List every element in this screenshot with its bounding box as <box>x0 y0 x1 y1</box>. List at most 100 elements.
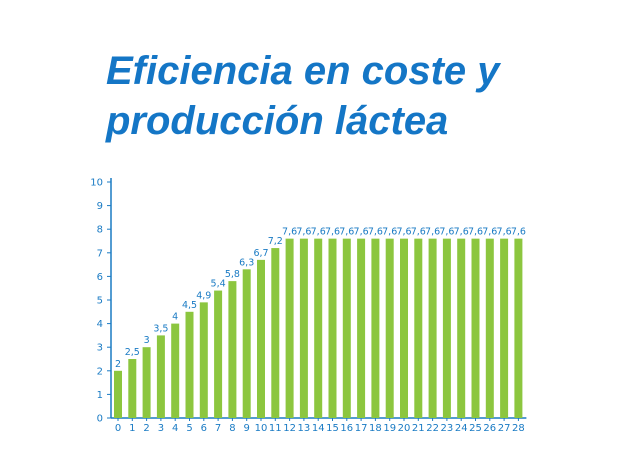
x-tick-label-6: 6 <box>201 423 207 434</box>
data-label-20: 7,6 <box>396 227 411 238</box>
data-label-25: 7,6 <box>468 227 483 238</box>
data-label-23: 7,6 <box>439 227 454 238</box>
y-tick-label-3: 3 <box>97 343 103 354</box>
data-label-16: 7,6 <box>339 227 354 238</box>
y-tick-label-5: 5 <box>97 296 103 307</box>
y-tick-label-10: 10 <box>90 178 103 189</box>
x-tick-label-9: 9 <box>244 423 250 434</box>
data-label-2: 3 <box>144 335 150 346</box>
bar-9 <box>242 269 251 418</box>
x-tick-label-24: 24 <box>455 423 468 434</box>
chart-title: Eficiencia en coste y producción láctea <box>106 46 606 146</box>
x-tick-label-10: 10 <box>255 423 268 434</box>
bar-13 <box>299 238 308 418</box>
bar-19 <box>385 238 394 418</box>
bar-3 <box>156 335 165 418</box>
x-tick-label-11: 11 <box>269 423 282 434</box>
x-tick-label-27: 27 <box>498 423 511 434</box>
x-tick-label-18: 18 <box>369 423 382 434</box>
x-tick-label-13: 13 <box>298 423 311 434</box>
x-tick-label-19: 19 <box>383 423 396 434</box>
bar-8 <box>228 281 237 418</box>
data-label-15: 7,6 <box>325 227 340 238</box>
x-tick-label-26: 26 <box>483 423 496 434</box>
data-label-7: 5,4 <box>211 279 226 290</box>
chart-title-line-2: producción láctea <box>106 99 449 143</box>
bar-16 <box>342 238 351 418</box>
x-tick-label-17: 17 <box>355 423 368 434</box>
bar-20 <box>400 238 408 418</box>
x-tick-label-3: 3 <box>158 423 164 434</box>
bar-28 <box>514 238 523 418</box>
x-tick-label-2: 2 <box>143 423 149 434</box>
x-tick-label-23: 23 <box>441 423 454 434</box>
bar-22 <box>428 238 437 418</box>
bar-5 <box>185 311 194 418</box>
data-label-5: 4,5 <box>182 300 197 311</box>
data-label-14: 7,6 <box>311 227 326 238</box>
data-label-9: 6,3 <box>239 257 254 268</box>
x-tick-label-0: 0 <box>115 423 121 434</box>
bar-6 <box>199 302 208 418</box>
bar-7 <box>214 290 223 418</box>
x-tick-label-21: 21 <box>412 423 425 434</box>
y-tick-label-0: 0 <box>97 414 103 425</box>
y-tick-label-2: 2 <box>97 366 103 377</box>
x-tick-label-28: 28 <box>512 423 525 434</box>
data-label-26: 7,6 <box>482 227 497 238</box>
x-tick-label-12: 12 <box>283 423 296 434</box>
data-label-1: 2,5 <box>125 347 140 358</box>
bar-14 <box>314 238 323 418</box>
bar-1 <box>128 359 137 418</box>
x-tick-label-1: 1 <box>129 423 135 434</box>
x-tick-label-22: 22 <box>426 423 439 434</box>
bar-4 <box>171 323 180 418</box>
bar-0 <box>114 370 122 418</box>
data-label-17: 7,6 <box>354 227 369 238</box>
x-tick-label-16: 16 <box>340 423 353 434</box>
data-label-12: 7,6 <box>282 227 297 238</box>
bar-2 <box>142 347 151 418</box>
bar-23 <box>442 238 451 418</box>
data-label-22: 7,6 <box>425 227 440 238</box>
data-label-27: 7,6 <box>497 227 512 238</box>
data-label-24: 7,6 <box>454 227 469 238</box>
y-tick-label-9: 9 <box>97 201 103 212</box>
bar-24 <box>457 238 466 418</box>
data-label-10: 6,7 <box>253 248 268 259</box>
x-tick-label-8: 8 <box>229 423 235 434</box>
y-tick-label-6: 6 <box>97 272 103 283</box>
bar-11 <box>271 248 280 418</box>
data-label-4: 4 <box>172 312 178 323</box>
data-label-28: 7,6 <box>511 227 526 238</box>
data-label-13: 7,6 <box>296 227 311 238</box>
y-tick-label-4: 4 <box>97 319 103 330</box>
x-tick-label-15: 15 <box>326 423 339 434</box>
data-label-8: 5,8 <box>225 269 240 280</box>
y-tick-label-8: 8 <box>97 225 103 236</box>
data-label-6: 4,9 <box>196 290 211 301</box>
data-label-18: 7,6 <box>368 227 383 238</box>
bar-17 <box>357 238 366 418</box>
x-tick-label-25: 25 <box>469 423 482 434</box>
x-tick-label-14: 14 <box>312 423 325 434</box>
bar-26 <box>485 238 494 418</box>
bar-12 <box>285 238 294 418</box>
bar-27 <box>500 238 509 418</box>
data-label-11: 7,2 <box>268 236 283 247</box>
bar-21 <box>414 238 423 418</box>
chart-title-line-1: Eficiencia en coste y <box>106 49 500 93</box>
data-label-19: 7,6 <box>382 227 397 238</box>
data-label-0: 2 <box>115 359 121 370</box>
x-tick-label-20: 20 <box>398 423 411 434</box>
x-tick-label-4: 4 <box>172 423 178 434</box>
x-tick-label-5: 5 <box>186 423 192 434</box>
bar-25 <box>471 238 480 418</box>
y-tick-label-7: 7 <box>97 248 103 259</box>
y-tick-label-1: 1 <box>97 390 103 401</box>
data-label-21: 7,6 <box>411 227 426 238</box>
bar-18 <box>371 238 380 418</box>
data-label-3: 3,5 <box>153 323 168 334</box>
bar-10 <box>257 259 265 418</box>
